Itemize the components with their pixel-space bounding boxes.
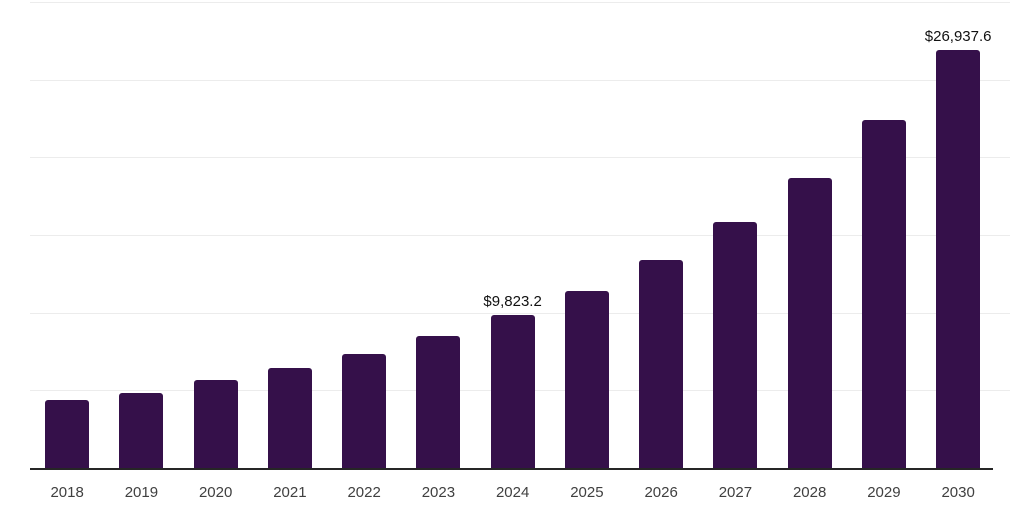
x-tick-label-2027: 2027 (718, 484, 753, 501)
bar-2028 (787, 177, 832, 468)
bar-2022 (342, 353, 387, 468)
x-tick-label-2020: 2020 (198, 484, 233, 501)
gridline-10000 (30, 312, 1010, 314)
bar-2027 (713, 222, 758, 468)
x-tick-label-2023: 2023 (421, 484, 456, 501)
bar-2023 (416, 336, 461, 468)
gridline-30000 (30, 2, 1010, 3)
bar-2018 (45, 400, 90, 468)
bar-2025 (564, 290, 609, 468)
x-tick-label-2028: 2028 (792, 484, 827, 501)
x-tick-label-2024: 2024 (495, 484, 530, 501)
x-tick-label-2021: 2021 (273, 484, 307, 501)
bar-2020 (193, 380, 238, 468)
data-label-2024: $9,823.2 (483, 293, 542, 311)
bar-2019 (119, 392, 164, 468)
x-tick-label-2025: 2025 (570, 484, 604, 501)
x-tick-label-2026: 2026 (644, 484, 678, 501)
x-tick-label-2018: 2018 (50, 484, 84, 501)
x-tick-label-2030: 2030 (941, 484, 975, 501)
bar-2030 (936, 49, 981, 468)
x-tick-label-2019: 2019 (124, 484, 159, 501)
bar-2024 (490, 315, 535, 468)
x-tick-label-2029: 2029 (867, 484, 901, 501)
data-label-2030: $26,937.6 (924, 27, 992, 45)
x-axis-line (30, 468, 993, 470)
bar-2026 (639, 260, 684, 468)
gridline-15000 (30, 235, 1010, 236)
bar-2029 (861, 120, 906, 468)
bar-2021 (267, 368, 312, 468)
gridline-20000 (30, 157, 1010, 159)
x-tick-label-2022: 2022 (347, 484, 381, 501)
gridline-25000 (30, 79, 1010, 81)
